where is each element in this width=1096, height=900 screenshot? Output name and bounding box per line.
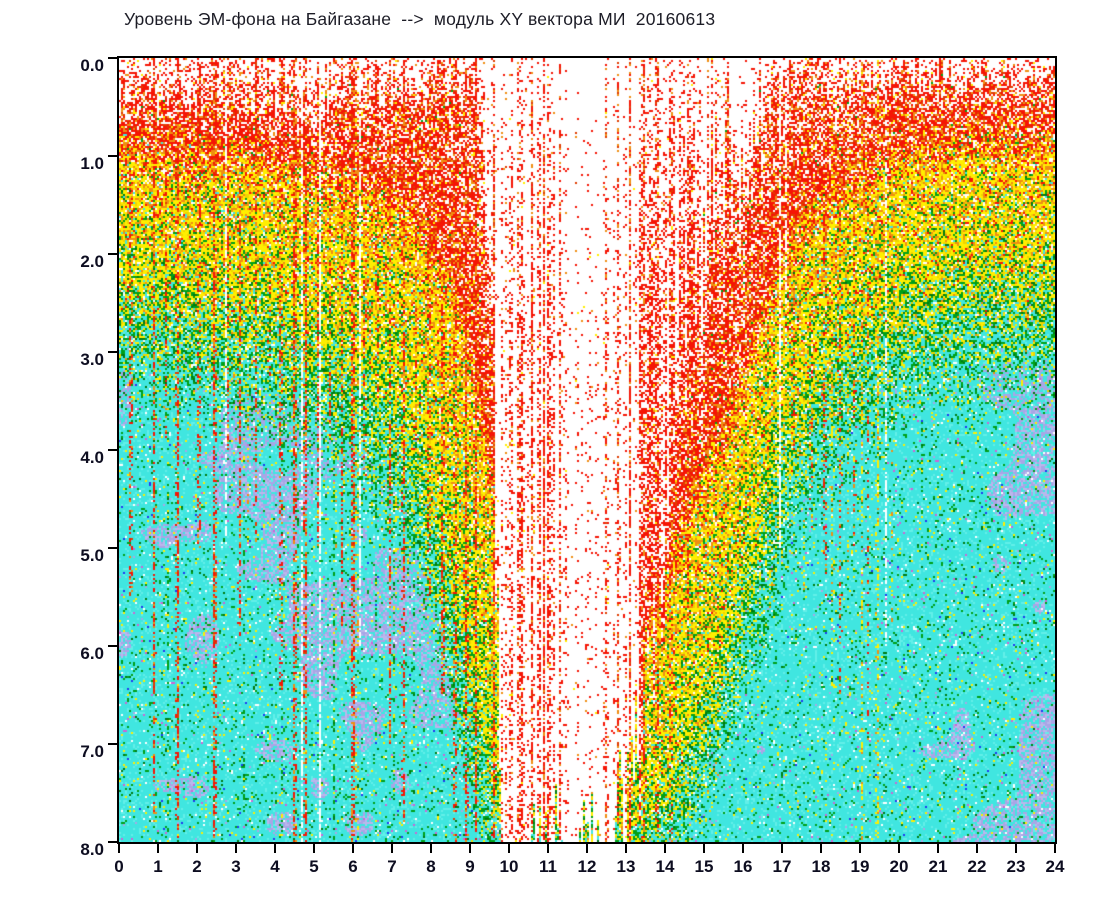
x-tick	[157, 844, 159, 853]
x-tick	[625, 844, 627, 853]
y-tick	[108, 547, 117, 549]
x-tick	[703, 844, 705, 853]
x-tick-label: 18	[811, 857, 831, 876]
x-tick-label: 23	[1006, 857, 1026, 876]
x-tick-label: 19	[850, 857, 870, 876]
x-tick-label: 8	[426, 857, 436, 876]
x-tick-label: 7	[387, 857, 397, 876]
x-tick-label: 24	[1045, 857, 1065, 876]
y-tick	[108, 449, 117, 451]
y-tick	[108, 57, 117, 59]
y-tick	[108, 743, 117, 745]
x-tick	[859, 844, 861, 853]
x-tick-label: 21	[928, 857, 948, 876]
x-tick	[781, 844, 783, 853]
x-tick	[313, 844, 315, 853]
x-tick	[898, 844, 900, 853]
y-tick	[108, 841, 117, 843]
x-tick-label: 9	[465, 857, 475, 876]
x-tick-label: 3	[231, 857, 241, 876]
x-tick	[352, 844, 354, 853]
x-tick-label: 6	[348, 857, 358, 876]
y-tick-label: 8.0	[80, 840, 104, 859]
x-tick-label: 13	[616, 857, 636, 876]
x-tick	[976, 844, 978, 853]
x-tick	[274, 844, 276, 853]
x-tick-label: 2	[192, 857, 202, 876]
x-tick	[469, 844, 471, 853]
x-tick	[937, 844, 939, 853]
x-tick	[391, 844, 393, 853]
x-tick-label: 14	[655, 857, 675, 876]
scatter-field-canvas	[119, 58, 1055, 842]
x-tick	[547, 844, 549, 853]
x-tick-label: 0	[114, 857, 124, 876]
y-tick-label: 7.0	[80, 742, 104, 761]
x-tick	[742, 844, 744, 853]
y-tick	[108, 253, 117, 255]
y-tick-label: 2.0	[80, 252, 104, 271]
x-tick-label: 4	[270, 857, 280, 876]
x-tick	[196, 844, 198, 853]
x-tick-label: 22	[967, 857, 987, 876]
x-tick	[430, 844, 432, 853]
x-tick-label: 15	[694, 857, 714, 876]
chart-title: Уровень ЭМ-фона на Байгазане --> модуль …	[124, 9, 716, 29]
x-tick	[118, 844, 120, 853]
x-tick-label: 1	[153, 857, 163, 876]
x-tick	[664, 844, 666, 853]
y-tick-label: 4.0	[80, 448, 104, 467]
x-tick	[508, 844, 510, 853]
x-tick	[1015, 844, 1017, 853]
x-tick-label: 20	[889, 857, 909, 876]
x-tick	[586, 844, 588, 853]
y-tick-label: 3.0	[80, 350, 104, 369]
y-tick	[108, 155, 117, 157]
plot-frame	[117, 56, 1057, 844]
x-tick-label: 5	[309, 857, 319, 876]
y-tick-label: 0.0	[80, 56, 104, 75]
x-tick-label: 17	[772, 857, 792, 876]
y-tick-label: 6.0	[80, 644, 104, 663]
x-tick-label: 11	[539, 857, 557, 876]
x-tick-label: 16	[733, 857, 753, 876]
x-tick	[235, 844, 237, 853]
x-tick	[1054, 844, 1056, 853]
x-tick	[820, 844, 822, 853]
y-tick-label: 5.0	[80, 546, 104, 565]
y-tick-label: 1.0	[80, 154, 104, 173]
y-tick	[108, 351, 117, 353]
x-tick-label: 12	[577, 857, 597, 876]
x-tick-label: 10	[499, 857, 519, 876]
y-tick	[108, 645, 117, 647]
